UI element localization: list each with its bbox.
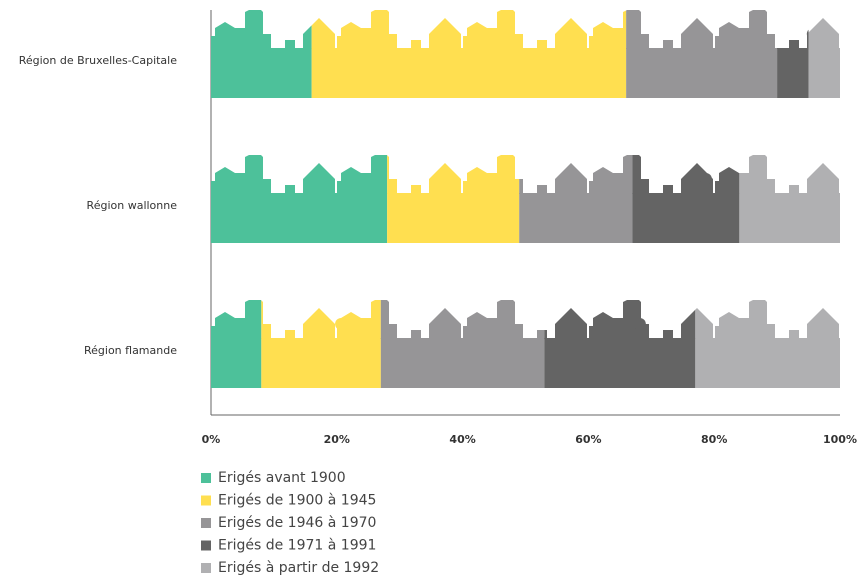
bar-segment (311, 48, 627, 98)
legend-label: Erigés de 1900 à 1945 (218, 493, 376, 509)
bar-segment (739, 193, 840, 243)
tree (806, 29, 809, 39)
skyline (739, 155, 840, 194)
x-tick-label: 60% (575, 433, 601, 446)
skyline (808, 18, 840, 49)
category-label: Région flamande (84, 344, 177, 357)
legend-swatch (201, 473, 211, 483)
bar-segment (211, 338, 262, 388)
bar-segment (261, 338, 381, 388)
skyline (695, 300, 841, 339)
bar-segment (380, 338, 545, 388)
legend-label: Erigés à partir de 1992 (218, 560, 379, 576)
tree (335, 318, 348, 330)
x-tick-label: 80% (701, 433, 727, 446)
bar-segment (632, 193, 740, 243)
skyline (261, 300, 381, 339)
skyline (626, 10, 778, 49)
category-label: Région de Bruxelles-Capitale (19, 54, 178, 67)
tree (699, 173, 712, 185)
legend-label: Erigés avant 1900 (218, 470, 346, 486)
category-label: Région wallonne (87, 199, 178, 212)
skyline (632, 155, 740, 194)
skyline (387, 155, 520, 194)
bar-segment (808, 48, 840, 98)
bar-segment (211, 193, 388, 243)
skyline (519, 155, 633, 194)
skyline (311, 10, 627, 49)
tree (482, 28, 495, 40)
legend-label: Erigés de 1946 à 1970 (218, 515, 376, 531)
tree (467, 173, 480, 185)
skyline (380, 300, 545, 339)
skyline (211, 155, 388, 194)
legend-swatch (201, 518, 211, 528)
x-tick-label: 0% (202, 433, 221, 446)
legend-swatch (201, 540, 211, 551)
bar-segment (626, 48, 778, 98)
bar-segment (387, 193, 520, 243)
x-tick-label: 100% (823, 433, 857, 446)
legend-swatch (201, 563, 211, 573)
bar-segment (544, 338, 696, 388)
bar-segment (519, 193, 633, 243)
x-tick-label: 40% (449, 433, 475, 446)
legend-label: Erigés de 1971 à 1991 (218, 538, 376, 554)
skyline (544, 300, 696, 339)
bar-segment (695, 338, 840, 388)
x-tick-label: 20% (324, 433, 350, 446)
bar-segment (777, 48, 809, 98)
skyline (211, 300, 262, 339)
tree (633, 318, 646, 330)
skyline (211, 10, 312, 49)
bar-segment (211, 48, 312, 98)
legend-swatch (201, 495, 211, 506)
skyline (777, 32, 809, 49)
